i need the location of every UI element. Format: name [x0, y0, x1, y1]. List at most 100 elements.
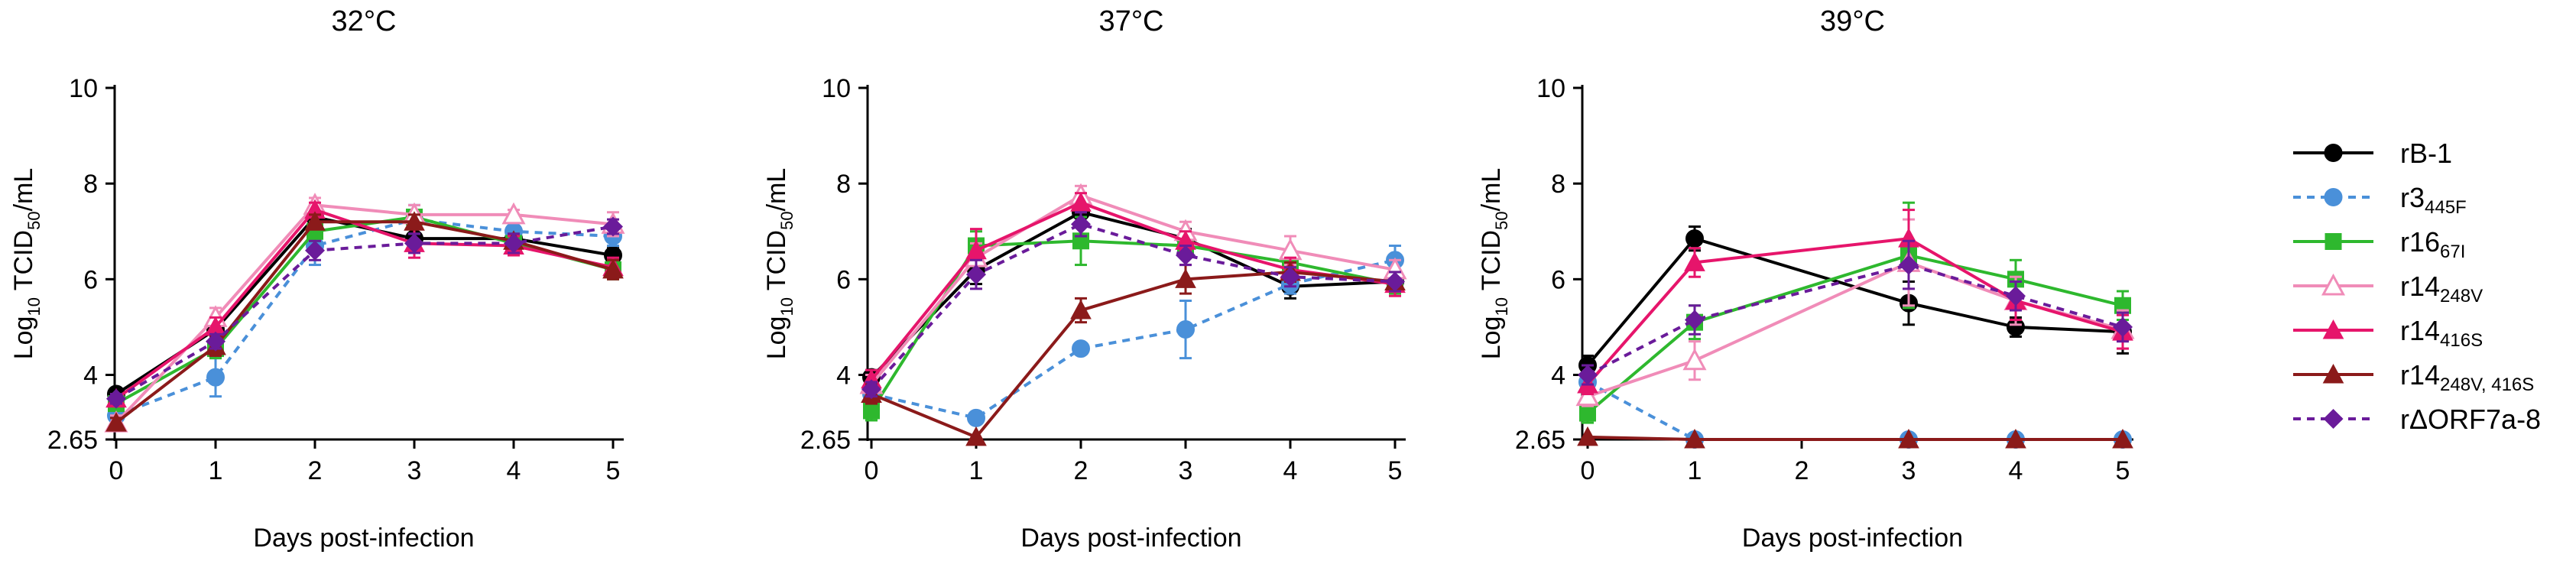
legend-item-r14_248V_416S: r14248V, 416S	[2293, 359, 2534, 395]
x-tick-label: 2	[308, 456, 323, 485]
y-axis-label-part: TCID	[762, 230, 791, 297]
data-point	[602, 258, 624, 279]
x-tick-label: 1	[1688, 456, 1702, 485]
data-point	[504, 233, 524, 254]
data-point	[1176, 320, 1195, 339]
series-r3_445F	[1578, 372, 2132, 449]
series-line	[115, 218, 614, 417]
y-axis-label-part: TCID	[1477, 230, 1506, 297]
series-line	[870, 193, 1396, 386]
series-line	[115, 208, 614, 400]
data-point	[967, 408, 985, 427]
series-r3_445F	[107, 203, 622, 425]
series-line	[1586, 237, 2123, 386]
data-point	[1684, 251, 1705, 271]
legend-item-rB1: rB-1	[2293, 138, 2452, 169]
x-tick-label: 3	[407, 456, 422, 485]
x-tick-label: 5	[1388, 456, 1403, 485]
legend-label-main: r14	[2400, 271, 2440, 302]
y-axis-label: Log10 TCID50/mL	[762, 168, 796, 360]
panel-title: 39°C	[1820, 5, 1885, 37]
y-tick-label: 2.65	[1515, 426, 1565, 455]
data-point	[1579, 404, 1596, 422]
series-line	[870, 222, 1396, 391]
legend-item-r14_416S: r14416S	[2293, 315, 2483, 351]
series-r14_416S	[861, 192, 1406, 391]
data-point	[404, 211, 425, 231]
y-axis-label-part: /mL	[9, 168, 38, 212]
data-point	[965, 239, 987, 260]
y-axis-label: Log10 TCID50/mL	[9, 168, 44, 360]
series-rdORF7a8	[861, 211, 1405, 400]
x-tick-label: 4	[507, 456, 521, 485]
data-point	[1070, 299, 1092, 319]
data-point	[206, 368, 225, 387]
data-point	[1899, 255, 1919, 275]
legend-label-subscript: 248V, 416S	[2440, 375, 2534, 395]
y-tick-label: 10	[1536, 74, 1565, 103]
legend-label-main: rΔORF7a-8	[2400, 404, 2541, 435]
legend-item-r16_67I: r1667I	[2293, 226, 2465, 262]
data-point	[404, 233, 424, 254]
series-line	[115, 203, 614, 424]
legend-label: rB-1	[2400, 138, 2452, 169]
legend-item-r3_445F: r3445F	[2293, 182, 2467, 218]
y-tick-label: 8	[1551, 170, 1565, 199]
data-point	[1898, 428, 1919, 449]
y-tick-label: 6	[1551, 265, 1565, 294]
data-point	[1684, 428, 1705, 449]
data-point	[1577, 426, 1598, 446]
x-axis-label: Days post-infection	[1020, 524, 1241, 553]
series-line	[115, 215, 614, 396]
data-point	[1578, 365, 1598, 385]
data-point	[966, 264, 986, 285]
x-tick-label: 3	[1179, 456, 1193, 485]
x-tick-label: 0	[109, 456, 124, 485]
series-line	[870, 239, 1396, 412]
series-r14_416S	[1577, 209, 2133, 396]
series-line	[1587, 263, 2123, 377]
panel-title: 32°C	[332, 5, 397, 37]
y-tick-label: 8	[83, 170, 98, 199]
y-axis-label: Log10 TCID50/mL	[1477, 168, 1511, 360]
series-rdORF7a8	[106, 216, 623, 409]
panel-0: 32°C 2.65 4 6 8 10 0 1 2 3 4 5 Days post-infection Lo…	[9, 5, 625, 553]
legend-marker	[2322, 319, 2344, 339]
series-r16_67I	[1579, 201, 2131, 424]
series-r16_67I	[863, 216, 1403, 422]
x-tick-label: 1	[969, 456, 984, 485]
x-tick-label: 3	[1902, 456, 1916, 485]
legend-label-main: r16	[2400, 226, 2440, 258]
data-point	[1685, 310, 1705, 330]
legend-label: r14416S	[2400, 315, 2483, 351]
data-point	[1575, 384, 1600, 407]
panel-title: 37°C	[1099, 5, 1164, 37]
data-point	[861, 379, 881, 400]
y-axis-label-subscript: 50	[24, 211, 44, 229]
y-tick-label: 8	[836, 170, 851, 199]
data-point	[1682, 348, 1707, 371]
data-point	[1072, 339, 1090, 358]
series-line	[870, 201, 1396, 381]
y-axis-label-part: Log	[762, 316, 791, 360]
y-tick-label: 6	[83, 265, 98, 294]
legend-item-rdORF7a8: rΔORF7a-8	[2293, 404, 2541, 435]
x-tick-label: 2	[1074, 456, 1088, 485]
y-axis-label-part: Log	[9, 316, 38, 360]
x-tick-label: 0	[1581, 456, 1595, 485]
data-point	[965, 426, 987, 446]
y-tick-label: 2.65	[47, 426, 98, 455]
y-axis-label-subscript: 10	[1492, 297, 1511, 316]
data-point	[501, 202, 526, 225]
data-point	[2113, 316, 2133, 337]
legend-marker	[2325, 233, 2342, 250]
legend-label: rΔORF7a-8	[2400, 404, 2541, 435]
series-r3_445F	[862, 245, 1404, 427]
y-axis-label-part: /mL	[1477, 168, 1506, 212]
series-line	[115, 215, 614, 405]
series-line	[1587, 381, 2123, 441]
series-rdORF7a8	[1578, 239, 2133, 386]
x-tick-label: 5	[606, 456, 621, 485]
x-tick-label: 2	[1795, 456, 1809, 485]
